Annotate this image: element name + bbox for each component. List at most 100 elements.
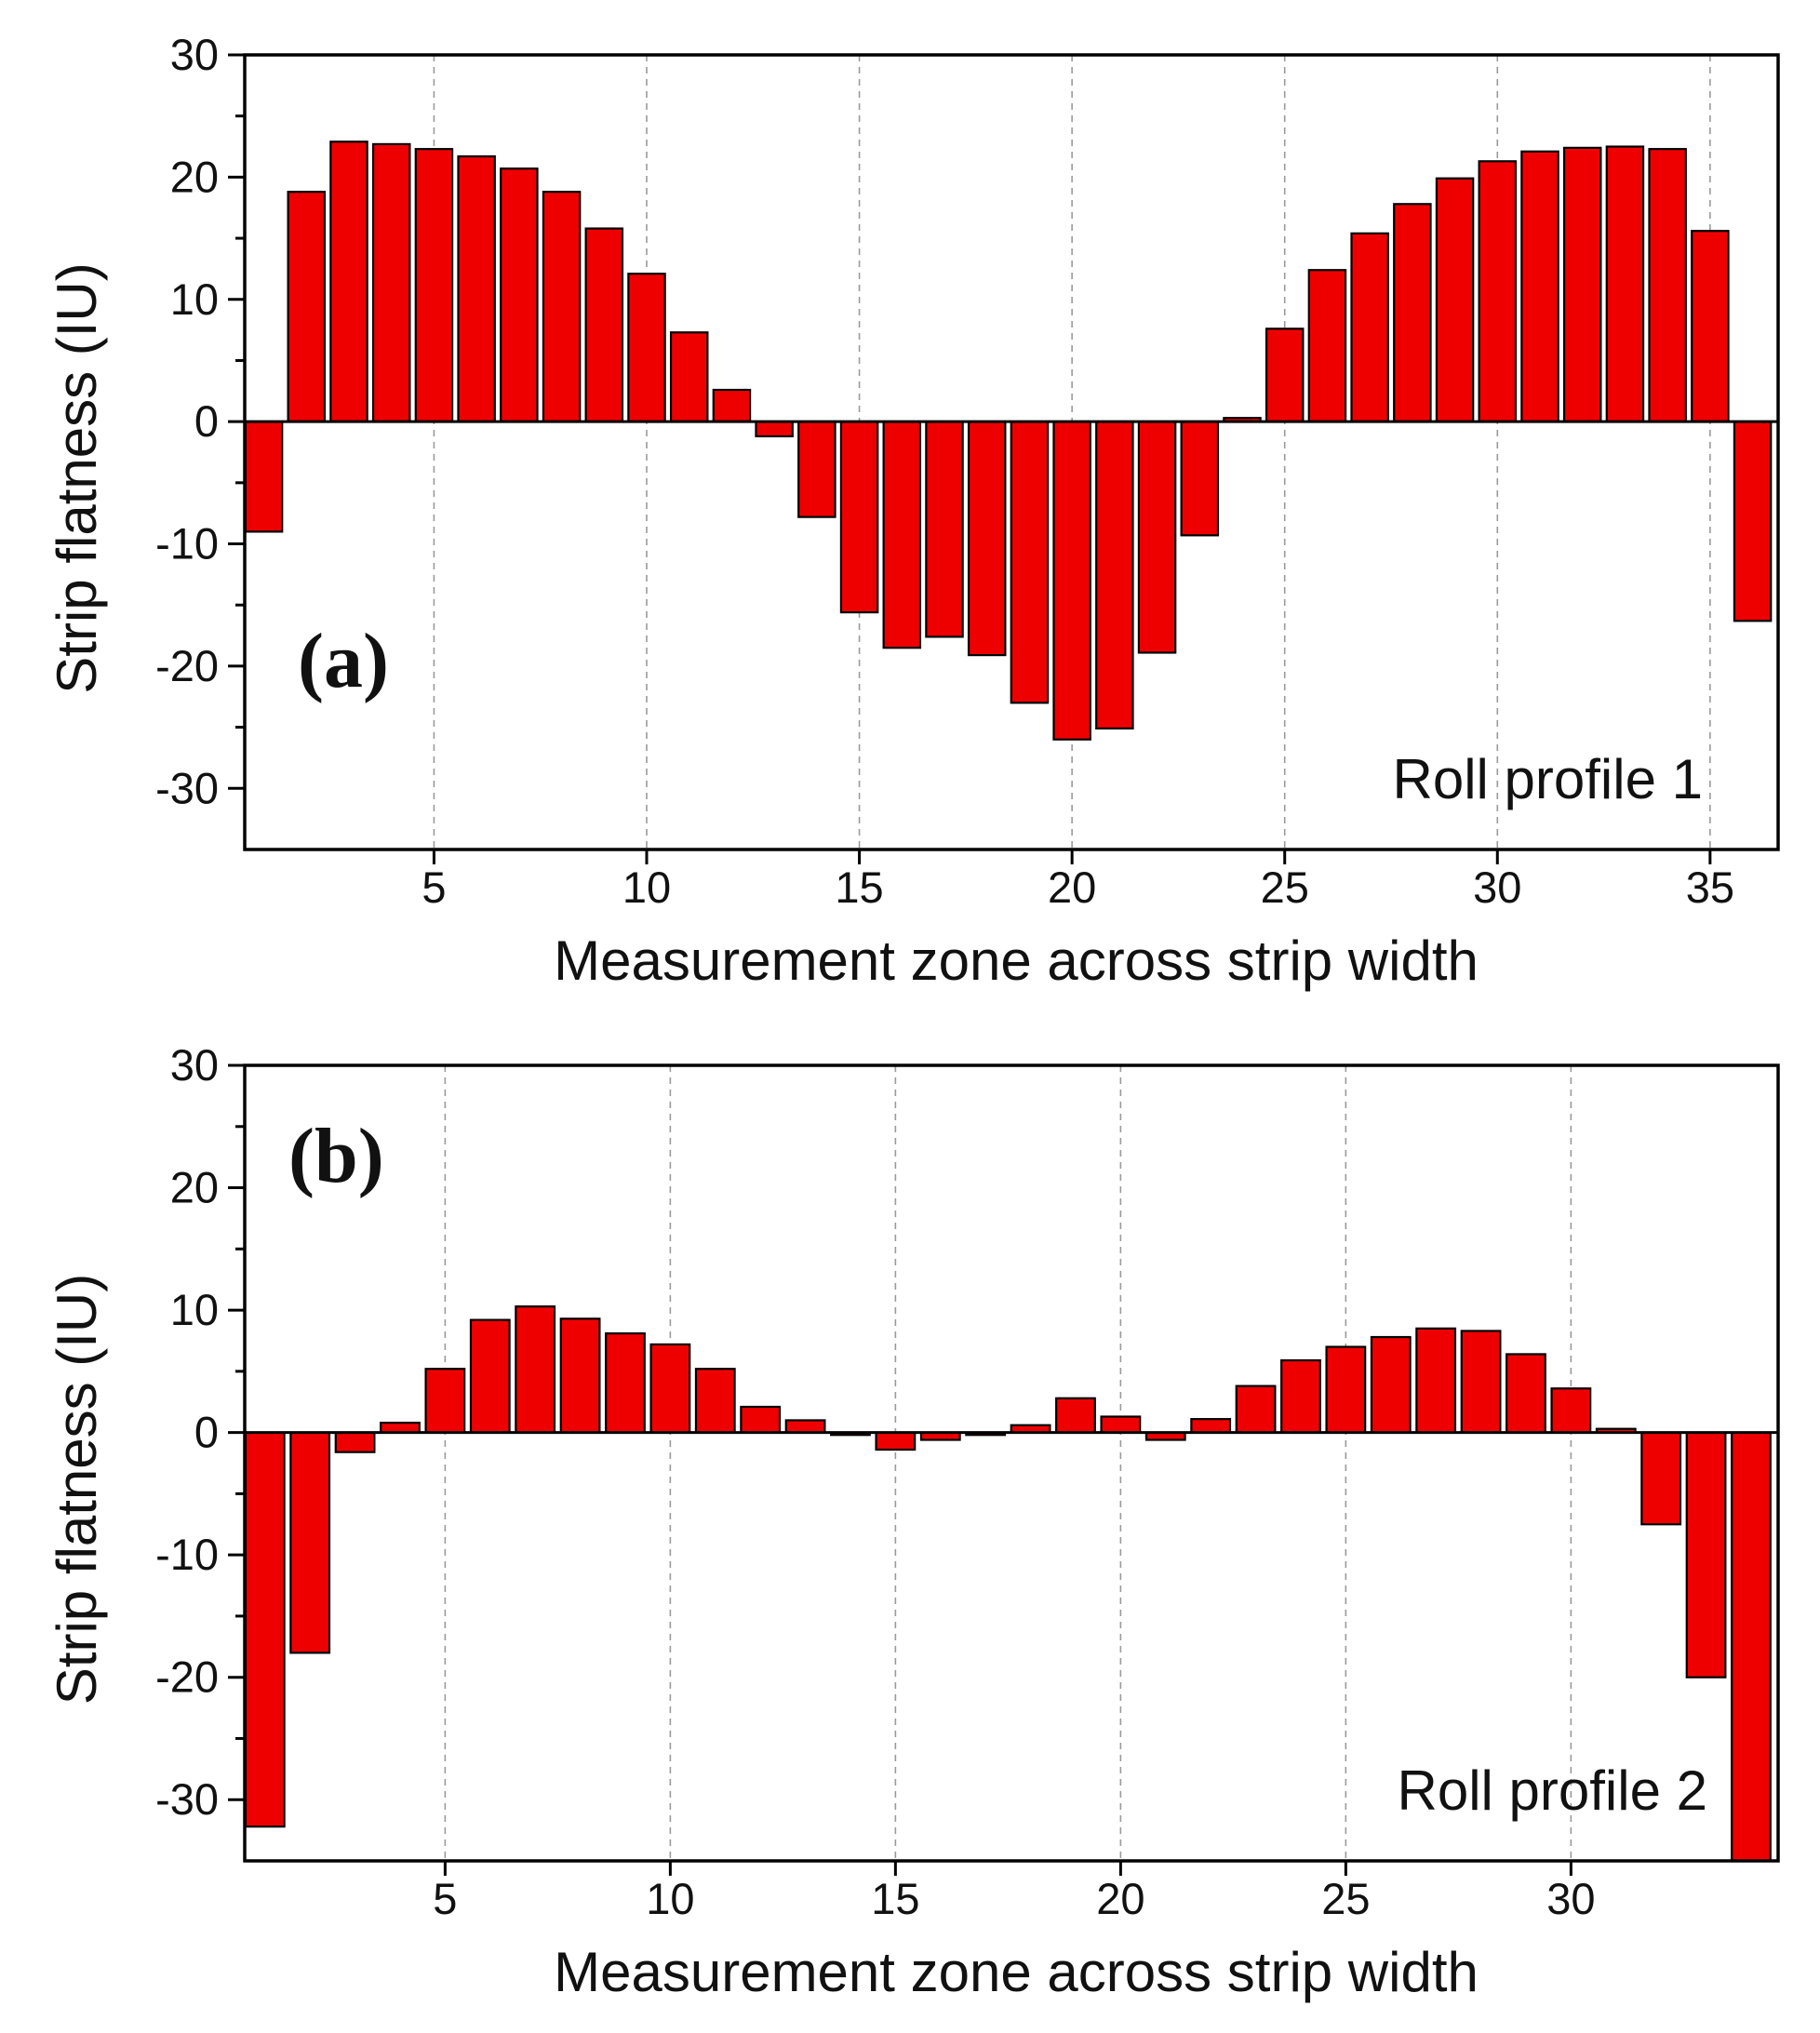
bar [1095,421,1134,730]
bar [1478,160,1518,423]
y-tick-label: -10 [155,519,219,568]
x-tick-label: 25 [1261,863,1309,912]
bar [784,1419,826,1434]
bar [1520,150,1559,423]
bar [1325,1345,1367,1434]
bar [584,227,624,423]
x-tick-label: 35 [1686,863,1734,912]
bar [605,1331,646,1434]
bar [424,1368,466,1434]
panel-label: (b) [288,1113,384,1199]
bar [457,154,496,423]
x-tick-label: 30 [1546,1874,1595,1923]
y-tick-label: 30 [170,30,219,79]
bar [542,191,582,423]
bar [967,421,1007,657]
bar [1370,1335,1412,1434]
bar [627,273,666,423]
bar [289,1431,331,1654]
y-tick-label: 0 [194,1408,219,1457]
x-tick-label: 20 [1096,1874,1144,1923]
bar [694,1368,736,1434]
y-tick-label: 0 [194,396,219,446]
bar [380,1421,421,1434]
x-tick-label: 5 [422,863,446,912]
bar [515,1305,556,1434]
bar [1235,1384,1277,1434]
y-tick-label: 10 [170,274,219,324]
y-tick-label: 30 [170,1040,219,1090]
bar [1685,1431,1727,1679]
x-tick-label: 30 [1473,863,1521,912]
bar [839,421,879,614]
bar [649,1343,691,1434]
x-axis-title: Measurement zone across strip width [554,930,1479,992]
bar [1648,148,1687,423]
bar [1506,1353,1546,1434]
bar [712,388,752,423]
bar [1605,145,1645,423]
y-axis-title: Strip flatness (IU) [46,1274,108,1705]
y-tick-label: -20 [155,1652,219,1702]
bar [1137,421,1177,654]
panel-a-chart: -30 -20 -10 0 10 20 30 5 10 15 20 25 30 35 Measurement… [46,30,1780,992]
bar [1733,421,1773,622]
x-axis-title: Measurement zone across strip width [554,1941,1479,2003]
bar [755,421,794,438]
y-tick-label: -10 [155,1530,219,1579]
profile-annotation: Roll profile 1 [1393,748,1704,810]
panel-label: (a) [298,618,389,704]
bar [882,421,922,649]
bar [1460,1330,1502,1434]
bar [329,140,368,423]
bar [1010,421,1050,704]
bar [244,421,284,533]
bar [1731,1431,1772,1863]
bar [1415,1327,1457,1434]
bar [371,142,411,423]
bar [559,1317,601,1434]
bar [1550,1387,1592,1434]
x-tick-label: 25 [1321,1874,1370,1923]
y-axis-title: Strip flatness (IU) [46,262,108,693]
panel-b-chart: -30 -20 -10 0 10 20 30 5 10 15 20 25 30 Measurement z… [46,1040,1780,2003]
bar [1280,1358,1321,1434]
bar [1055,1397,1096,1434]
bar [1265,328,1305,423]
bar [500,167,539,423]
x-tick-label: 10 [622,863,671,912]
bar [925,421,964,638]
y-tick-label: -30 [155,763,219,812]
bar [414,148,454,423]
bar [334,1431,376,1453]
plot-frame [243,53,1780,851]
bar [1562,146,1602,423]
bar [244,1431,286,1828]
x-tick-label: 5 [433,1874,457,1923]
bar [875,1431,917,1451]
profile-annotation: Roll profile 2 [1398,1759,1708,1822]
bar [1435,177,1475,423]
y-tick-label: 20 [170,1163,219,1212]
bar [1307,269,1347,423]
bar [1393,203,1432,423]
bar [1350,232,1389,423]
bar [1691,230,1730,423]
y-tick-label: 10 [170,1285,219,1334]
bar [797,421,836,518]
bar [469,1318,511,1434]
bar [669,331,709,423]
x-tick-label: 15 [871,1874,919,1923]
bar [287,191,327,423]
bar [740,1405,782,1434]
y-tick-label: -20 [155,641,219,690]
bar [1100,1415,1142,1434]
x-tick-label: 20 [1048,863,1096,912]
x-tick-label: 10 [646,1874,694,1923]
bar [1640,1431,1682,1526]
bar [1180,421,1220,537]
y-tick-label: 20 [170,152,219,201]
plot-frame [243,1063,1780,1863]
bar [1190,1418,1232,1434]
